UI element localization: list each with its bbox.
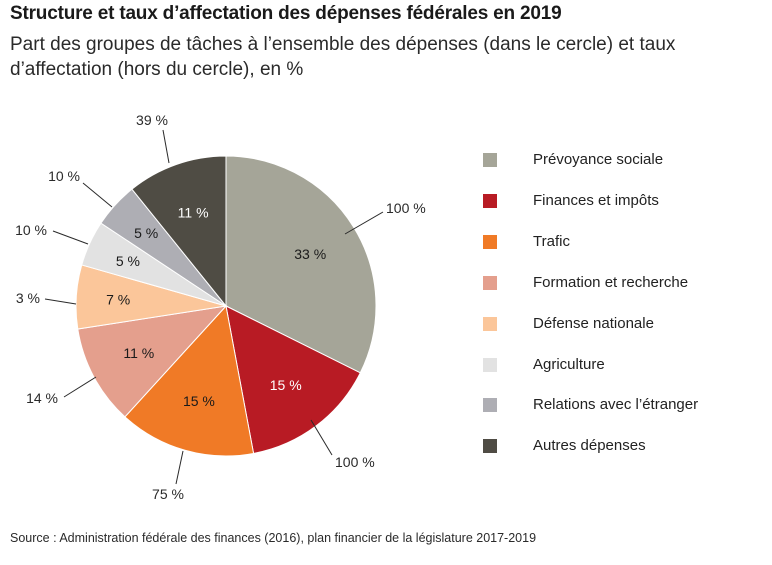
legend-swatch <box>483 234 497 249</box>
pie-share-label: 5 % <box>116 253 140 269</box>
pie-affectation-label: 100 % <box>386 200 426 216</box>
pie-share-label: 15 % <box>183 393 215 409</box>
legend-label: Finances et impôts <box>533 191 659 209</box>
leader-line <box>52 230 89 245</box>
pie-affectation-label: 3 % <box>16 290 40 306</box>
pie-affectation-label: 14 % <box>26 390 58 406</box>
pie-share-label: 11 % <box>123 345 154 361</box>
pie-share-label: 11 % <box>178 205 209 221</box>
chart-subtitle: Part des groupes de tâches à l’ensemble … <box>10 34 676 80</box>
pie-affectation-label: 39 % <box>136 112 168 128</box>
leader-line <box>44 298 77 305</box>
legend-label: Prévoyance sociale <box>533 151 664 168</box>
pie-slice-autres-depenses <box>131 155 227 308</box>
leader-line <box>175 450 184 485</box>
pie-slice-trafic <box>124 304 255 457</box>
pie-slice-formation-et-recherche <box>77 305 228 418</box>
pie-affectation-label: 10 % <box>48 168 80 184</box>
legend-label: Autres dépenses <box>533 437 646 455</box>
pie-share-label: 7 % <box>106 291 130 307</box>
pie-share-label: 15 % <box>270 377 302 393</box>
leader-line <box>344 211 384 235</box>
legend-swatch <box>483 398 497 413</box>
chart-title: Structure et taux d’affectation des dépe… <box>10 3 562 24</box>
pie-slice-finances-et-impots <box>225 305 361 455</box>
legend-label: Défense nationale <box>533 314 654 332</box>
legend-swatch <box>483 357 497 372</box>
pie-share-label: 5 % <box>134 225 158 241</box>
leader-line <box>82 182 113 208</box>
leader-line <box>63 376 97 398</box>
legend-swatch <box>483 193 497 208</box>
legend-label: Relations avec l’étranger <box>533 396 699 414</box>
pie-affectation-label: 100 % <box>335 454 375 470</box>
pie-affectation-label: 10 % <box>15 222 47 238</box>
pie-share-label: 33 % <box>294 246 326 262</box>
source-note: Source : Administration fédérale des fin… <box>10 531 537 545</box>
pie-affectation-label: 75 % <box>152 486 184 502</box>
legend-label: Agriculture <box>533 355 605 373</box>
legend-swatch <box>483 439 497 454</box>
legend-label: Formation et recherche <box>533 273 689 291</box>
pie-slice-prevoyance-sociale <box>225 155 377 374</box>
legend-swatch <box>483 275 497 290</box>
legend-swatch <box>483 153 497 167</box>
leader-line <box>162 129 170 164</box>
legend-label: Trafic <box>533 232 570 250</box>
leader-line <box>310 419 333 456</box>
legend-swatch <box>483 316 497 331</box>
